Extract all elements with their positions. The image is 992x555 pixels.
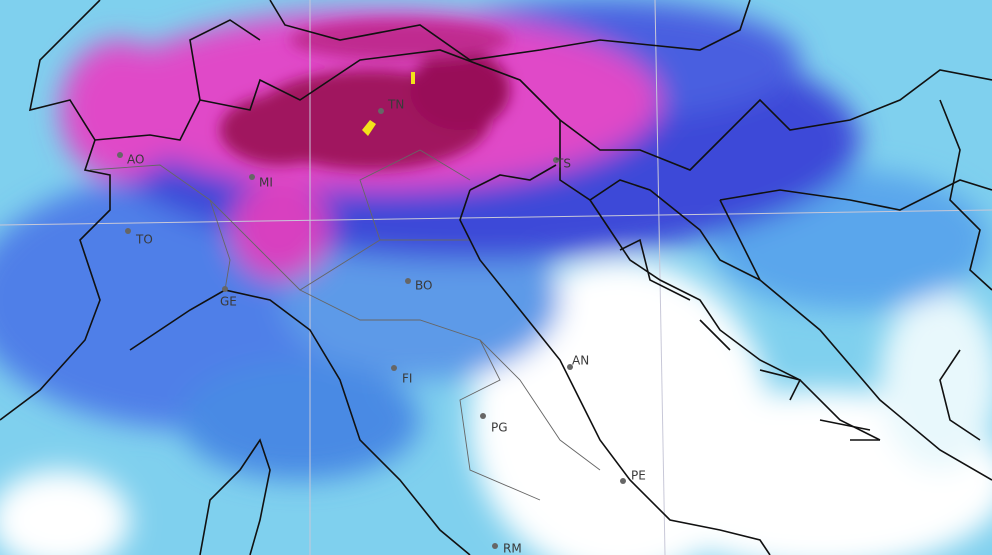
city-label: RM — [503, 542, 522, 555]
city-label: FI — [402, 372, 412, 386]
max-cell — [362, 120, 376, 136]
city-label: AN — [572, 354, 589, 368]
regional-borders — [89, 149, 601, 501]
city-markers — [117, 108, 626, 549]
city-labels: AO MI TN TS TO BO GE AN FI PG PE RM — [127, 98, 646, 555]
city-label: AO — [127, 153, 144, 167]
max-cell — [411, 72, 415, 84]
city-label: MI — [259, 176, 273, 190]
city-label: GE — [220, 295, 237, 309]
city-label: TO — [135, 233, 153, 247]
city-label: TS — [555, 157, 571, 171]
city-label: PE — [631, 469, 646, 483]
city-label: PG — [491, 421, 508, 435]
city-label: TN — [387, 98, 404, 112]
city-label: BO — [415, 279, 432, 293]
